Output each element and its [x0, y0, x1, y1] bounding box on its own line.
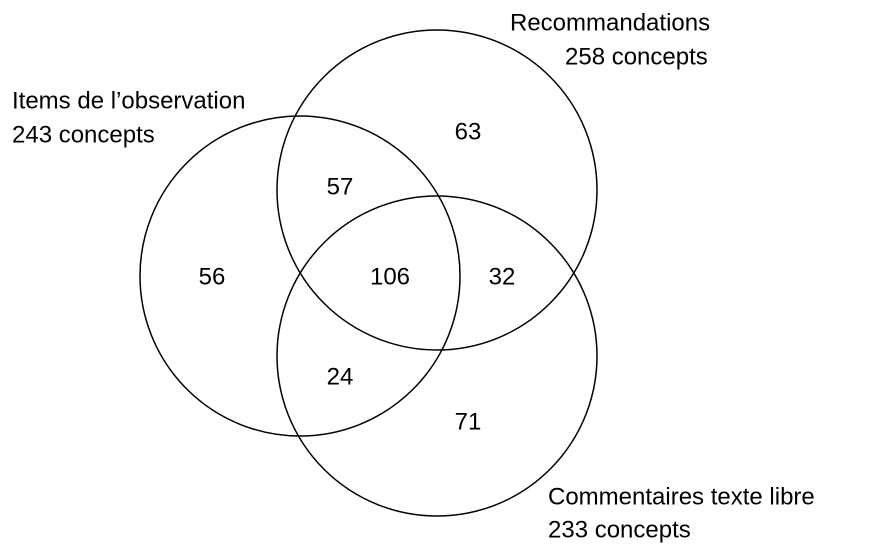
set-label: Commentaires texte libre [548, 483, 815, 510]
set-circle [276, 195, 598, 517]
region-count: 32 [489, 263, 516, 290]
set-count: 233 concepts [548, 516, 691, 543]
region-count: 106 [370, 263, 410, 290]
region-count: 57 [327, 173, 354, 200]
set-circle [276, 29, 598, 351]
region-count: 24 [327, 363, 354, 390]
set-count: 243 concepts [12, 121, 155, 148]
set-circle [139, 115, 461, 437]
set-count: 258 concepts [565, 43, 708, 70]
region-count: 63 [455, 118, 482, 145]
set-label: Items de l’observation [12, 87, 245, 114]
region-count: 71 [455, 408, 482, 435]
region-count: 56 [199, 263, 226, 290]
set-label: Recommandations [510, 9, 710, 36]
